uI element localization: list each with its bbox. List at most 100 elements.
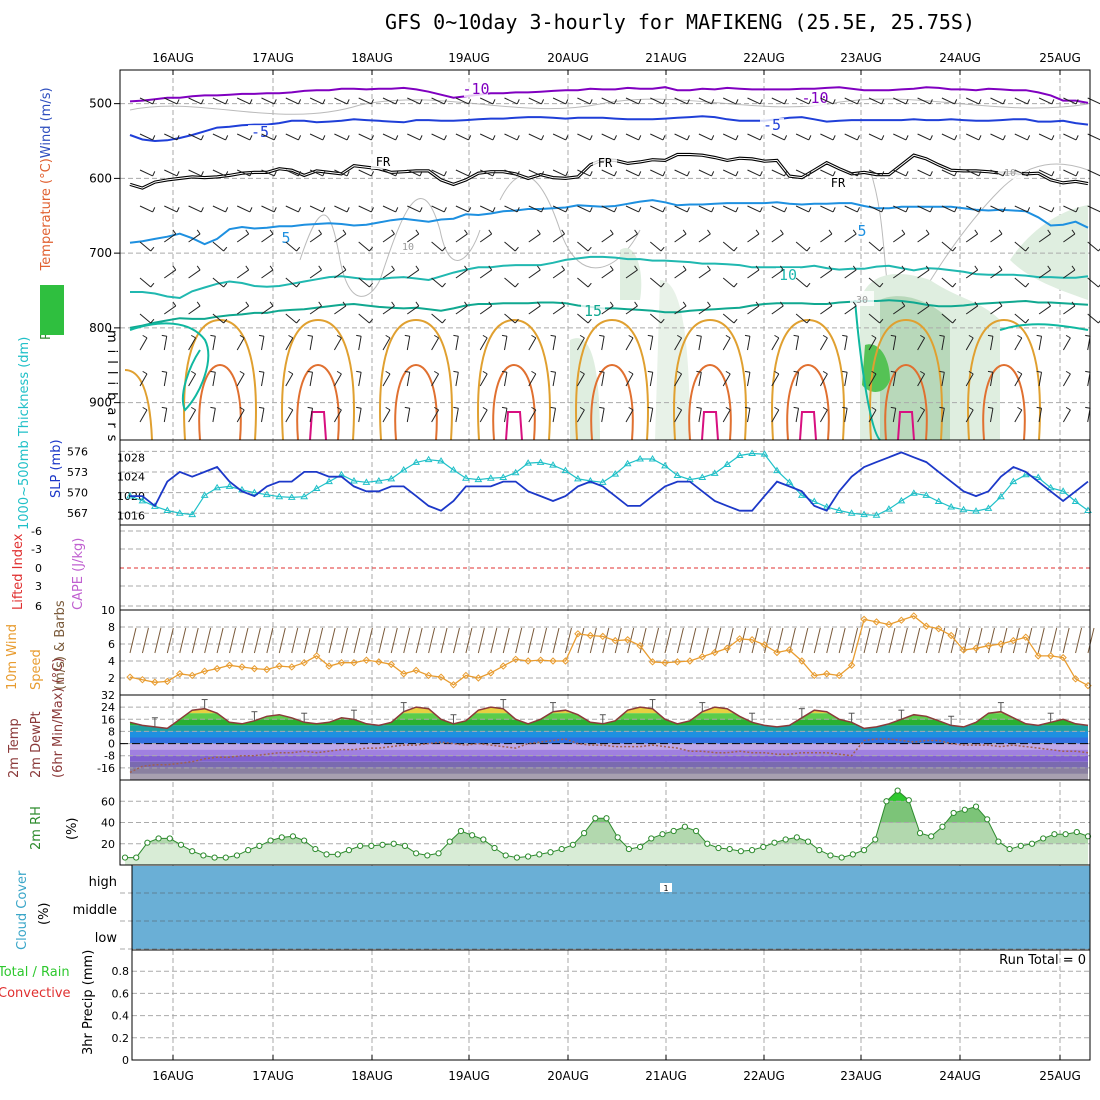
wind-barb-flag: [968, 334, 974, 339]
wind-barb-flag: [954, 171, 958, 177]
wind-barb: [528, 269, 541, 279]
temp-band: [130, 761, 1088, 768]
wind-speed-point: [711, 648, 719, 657]
wind-barb: [577, 133, 591, 141]
date-label-bottom: 24AUG: [939, 1069, 981, 1083]
wind-barb-flag: [638, 171, 642, 177]
rh-point: [816, 847, 823, 854]
wind-barb-flag: [565, 135, 569, 141]
rh-point: [1017, 842, 1024, 849]
wind-10m-barb: [950, 627, 958, 654]
wind-barb: [771, 305, 784, 315]
thickness-point: [200, 491, 209, 498]
wind-barb: [771, 169, 785, 177]
wind-barb: [504, 408, 508, 423]
wind-barb-flag: [828, 301, 833, 307]
wind-barb-flag: [974, 229, 979, 235]
wind-barb: [358, 205, 372, 213]
wind-barb-flag: [210, 406, 216, 409]
rh-point: [860, 847, 868, 854]
wind-barb-flag: [296, 282, 301, 288]
wind-barb: [965, 205, 980, 213]
thickness-point: [661, 461, 669, 469]
wind-10m-barb: [676, 627, 684, 654]
wind-barb: [771, 373, 780, 387]
lifted-tick-label: 0: [35, 562, 42, 575]
wind-barb: [236, 409, 245, 423]
wind-barb: [625, 133, 639, 141]
wind-barb-flag: [142, 334, 148, 339]
date-label-top: 19AUG: [448, 51, 490, 65]
wind-barb-flag: [733, 282, 738, 288]
wind-barb: [309, 336, 314, 351]
chart-title: GFS 0~10day 3-hourly for MAFIKENG (25.5E…: [385, 10, 976, 34]
wind-barb-flag: [871, 406, 877, 411]
contour-label-bg: [803, 91, 827, 106]
wind-speed-point: [487, 669, 495, 677]
wind-barb: [601, 205, 615, 213]
thickness-point: [748, 449, 756, 456]
wind-barb: [674, 133, 688, 141]
rh-point: [390, 840, 397, 847]
wind-barb: [382, 337, 391, 351]
wind-barb-flag: [987, 334, 994, 337]
wind-barb-flag: [468, 207, 472, 213]
wind-barb: [795, 336, 800, 351]
wind-barb-flag: [561, 229, 565, 235]
temp-contour-30: [505, 411, 523, 441]
wind-barb: [649, 336, 654, 351]
wind-speed-point: [648, 658, 657, 666]
wind-barb: [917, 169, 931, 177]
wind-10m-barb: [452, 627, 460, 654]
wind-10m-barb: [888, 627, 896, 654]
wind-barb: [1063, 305, 1076, 315]
wind-barb-flag: [1027, 135, 1031, 141]
wind-barb: [431, 241, 443, 252]
wind-barb-flag: [152, 135, 156, 141]
wind-barb: [455, 305, 468, 315]
wind-barb: [212, 205, 226, 213]
rh-point: [569, 841, 577, 848]
wind-10m-barb: [154, 627, 162, 654]
wind-barb: [990, 269, 1003, 279]
precip-legend-total: Total / Rain: [0, 965, 70, 980]
wind-barb-flag: [468, 99, 472, 105]
wind-barb-flag: [660, 318, 665, 324]
wind-barb: [820, 133, 834, 141]
wind-barb: [649, 372, 654, 387]
contour-label: 15: [584, 302, 602, 320]
wind-barb: [747, 269, 760, 279]
wind-10m-barb: [577, 627, 585, 654]
wind-barb-flag: [191, 334, 196, 339]
temp-tick-label: -16: [97, 762, 115, 775]
wind-barb: [382, 205, 396, 213]
wind-barb-flag: [1071, 265, 1076, 271]
wind-speed-point: [997, 640, 1005, 648]
wind-barb-flag: [920, 334, 925, 339]
wind-barb: [941, 408, 945, 423]
lifted-tick-label: 3: [35, 580, 42, 593]
wind-barb-flag: [1098, 284, 1100, 288]
rh-point: [748, 847, 756, 854]
wind-barb-flag: [759, 135, 763, 141]
wind-barb-flag: [550, 406, 556, 409]
wind-barb: [698, 205, 712, 213]
wind-barb: [479, 133, 494, 141]
precip-label: 3hr Precip (mm): [81, 950, 96, 1055]
wind-barb-flag: [744, 334, 751, 337]
wind-barb: [528, 233, 541, 243]
wind-barb-flag: [434, 406, 439, 411]
wind-barb-flag: [245, 265, 250, 271]
wind-barb: [868, 133, 882, 141]
wind-barb: [309, 133, 323, 141]
thickness-point: [586, 476, 595, 484]
temp-line: [129, 706, 1089, 730]
wind-barb-flag: [920, 406, 925, 411]
wind-barb: [309, 408, 314, 423]
wind-barb: [212, 408, 216, 423]
wind-barb: [990, 305, 1003, 315]
wind-barb-flag: [725, 406, 731, 411]
wind-barb: [504, 277, 516, 288]
wind-barb: [407, 97, 421, 105]
wind-barb-flag: [152, 207, 156, 213]
